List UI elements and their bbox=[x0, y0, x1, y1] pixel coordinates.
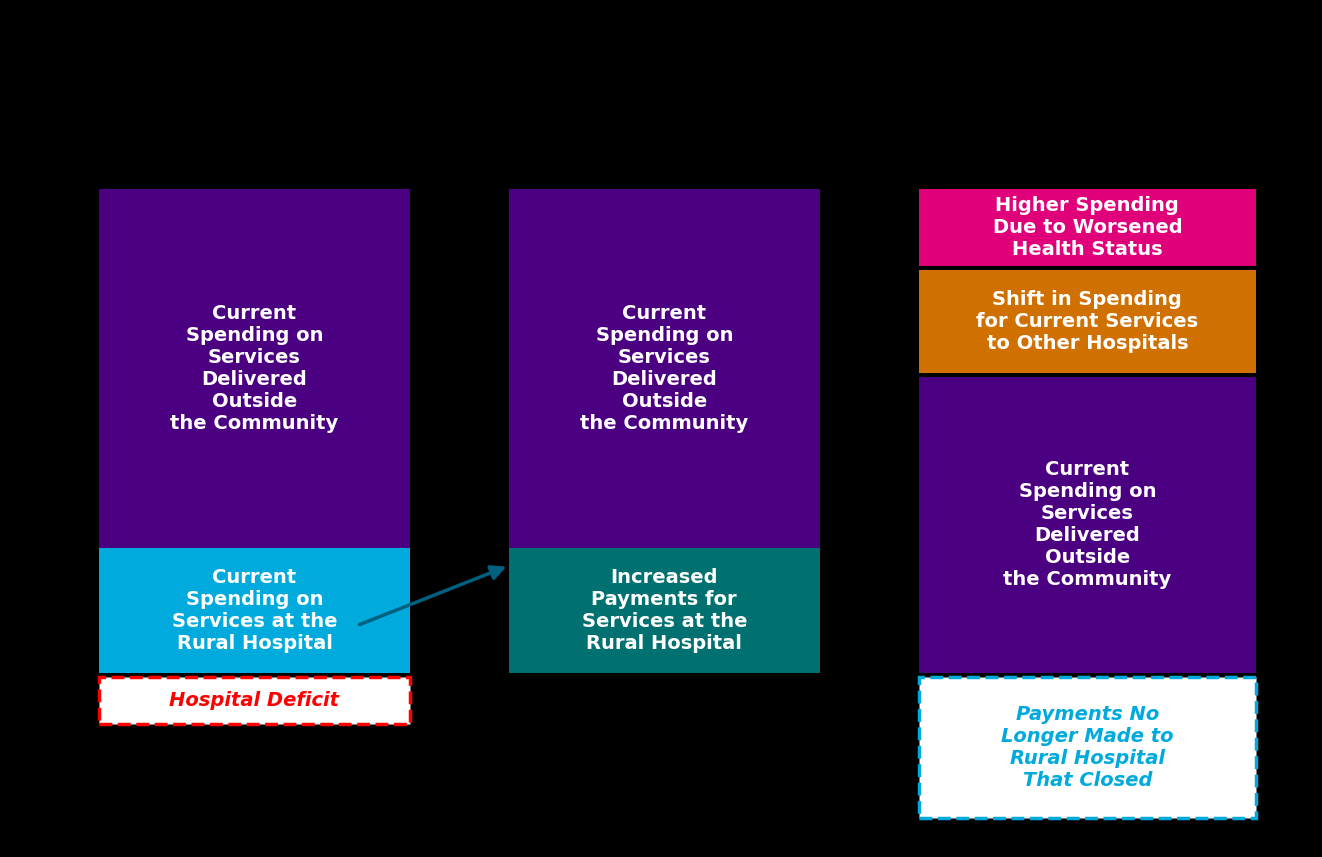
Text: Current
Spending on
Services
Delivered
Outside
the Community: Current Spending on Services Delivered O… bbox=[171, 304, 338, 433]
Bar bbox=[919, 270, 1256, 373]
Bar bbox=[919, 377, 1256, 673]
Bar bbox=[509, 189, 820, 548]
Bar bbox=[919, 189, 1256, 266]
Text: Shift in Spending
for Current Services
to Other Hospitals: Shift in Spending for Current Services t… bbox=[976, 290, 1199, 353]
Text: Current
Spending on
Services
Delivered
Outside
the Community: Current Spending on Services Delivered O… bbox=[1003, 460, 1171, 590]
Text: Increased
Payments for
Services at the
Rural Hospital: Increased Payments for Services at the R… bbox=[582, 568, 747, 653]
Text: Current
Spending on
Services at the
Rural Hospital: Current Spending on Services at the Rura… bbox=[172, 568, 337, 653]
Bar bbox=[919, 677, 1256, 818]
Bar bbox=[99, 548, 410, 673]
Text: Current
Spending on
Services
Delivered
Outside
the Community: Current Spending on Services Delivered O… bbox=[580, 304, 748, 433]
Bar bbox=[509, 548, 820, 673]
Bar bbox=[99, 189, 410, 548]
Text: Payments No
Longer Made to
Rural Hospital
That Closed: Payments No Longer Made to Rural Hospita… bbox=[1001, 705, 1174, 790]
Bar bbox=[99, 677, 410, 724]
Text: Higher Spending
Due to Worsened
Health Status: Higher Spending Due to Worsened Health S… bbox=[993, 195, 1182, 259]
Text: Hospital Deficit: Hospital Deficit bbox=[169, 691, 340, 710]
